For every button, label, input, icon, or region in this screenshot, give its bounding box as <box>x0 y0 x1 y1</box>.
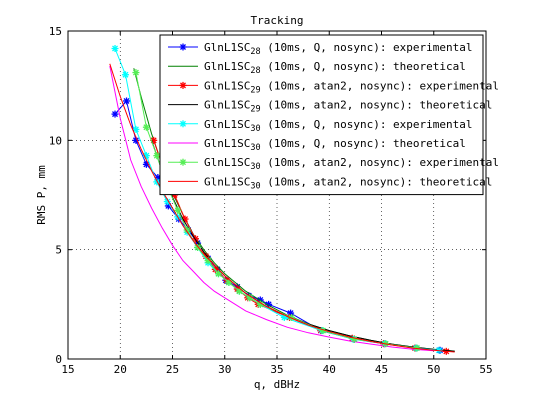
data-point <box>132 69 140 77</box>
data-point <box>153 152 161 160</box>
ticks: 15 20 25 30 35 40 45 50 55 0 5 10 15 <box>49 25 493 376</box>
legend-box <box>159 34 484 196</box>
legend-label: GlnL1SC28 (10ms, Q, nosync): experimenta… <box>204 41 473 57</box>
data-point <box>132 125 140 133</box>
series-7 <box>109 63 455 353</box>
x-tick-label: 50 <box>427 363 440 376</box>
legend-entry: GlnL1SC29 (10ms, atan2, nosync): theoret… <box>168 99 492 115</box>
legend-marker <box>179 120 187 128</box>
legend-marker <box>179 43 187 51</box>
data-point <box>123 97 131 105</box>
legend-marker <box>179 158 187 166</box>
series-line <box>109 63 455 353</box>
legend-label: GlnL1SC29 (10ms, atan2, nosync): theoret… <box>204 99 492 115</box>
data-point <box>111 44 119 52</box>
legend-label: GlnL1SC30 (10ms, Q, nosync): experimenta… <box>204 118 473 134</box>
x-tick-label: 45 <box>375 363 388 376</box>
series-5 <box>109 65 434 352</box>
y-tick-label: 10 <box>49 134 62 147</box>
data-point <box>350 335 358 343</box>
legend-entry: GlnL1SC30 (10ms, atan2, nosync): theoret… <box>168 175 492 191</box>
legend-entry: GlnL1SC30 (10ms, Q, nosync): theoretical <box>168 137 466 153</box>
data-point <box>225 278 233 286</box>
data-point <box>142 123 150 131</box>
legend-label: GlnL1SC29 (10ms, atan2, nosync): experim… <box>204 79 499 95</box>
chart-title: Tracking <box>251 14 304 27</box>
legend-entry: GlnL1SC29 (10ms, atan2, nosync): experim… <box>168 79 499 95</box>
legend-entry: GlnL1SC28 (10ms, Q, nosync): experimenta… <box>168 41 473 57</box>
series-line <box>109 65 434 352</box>
x-tick-label: 40 <box>323 363 336 376</box>
x-tick-label: 25 <box>166 363 179 376</box>
x-tick-label: 35 <box>270 363 283 376</box>
data-point <box>265 300 273 308</box>
data-point <box>163 198 171 206</box>
data-point <box>111 110 119 118</box>
legend-entry: GlnL1SC30 (10ms, atan2, nosync): experim… <box>168 156 499 172</box>
y-tick-label: 15 <box>49 25 62 38</box>
legend-label: GlnL1SC28 (10ms, Q, nosync): theoretical <box>204 60 466 76</box>
data-point <box>214 270 222 278</box>
y-axis-label: RMS P, mm <box>35 165 48 225</box>
y-tick-label: 0 <box>55 353 62 366</box>
legend: GlnL1SC28 (10ms, Q, nosync): experimenta… <box>159 34 499 196</box>
x-tick-label: 30 <box>218 363 231 376</box>
x-tick-label: 55 <box>479 363 492 376</box>
data-point <box>194 243 202 251</box>
legend-entry: GlnL1SC28 (10ms, Q, nosync): theoretical <box>168 60 466 76</box>
x-tick-label: 15 <box>61 363 74 376</box>
y-tick-label: 5 <box>55 244 62 257</box>
data-point <box>235 287 243 295</box>
data-point <box>174 206 182 214</box>
legend-label: GlnL1SC30 (10ms, Q, nosync): theoretical <box>204 137 466 153</box>
series-layer <box>109 44 455 355</box>
x-axis-label: q, dBHz <box>254 378 300 391</box>
legend-label: GlnL1SC30 (10ms, atan2, nosync): theoret… <box>204 175 492 191</box>
x-tick-label: 20 <box>114 363 127 376</box>
legend-marker <box>179 81 187 89</box>
legend-entry: GlnL1SC30 (10ms, Q, nosync): experimenta… <box>168 118 473 134</box>
legend-label: GlnL1SC30 (10ms, atan2, nosync): experim… <box>204 156 499 172</box>
data-point <box>121 71 129 79</box>
